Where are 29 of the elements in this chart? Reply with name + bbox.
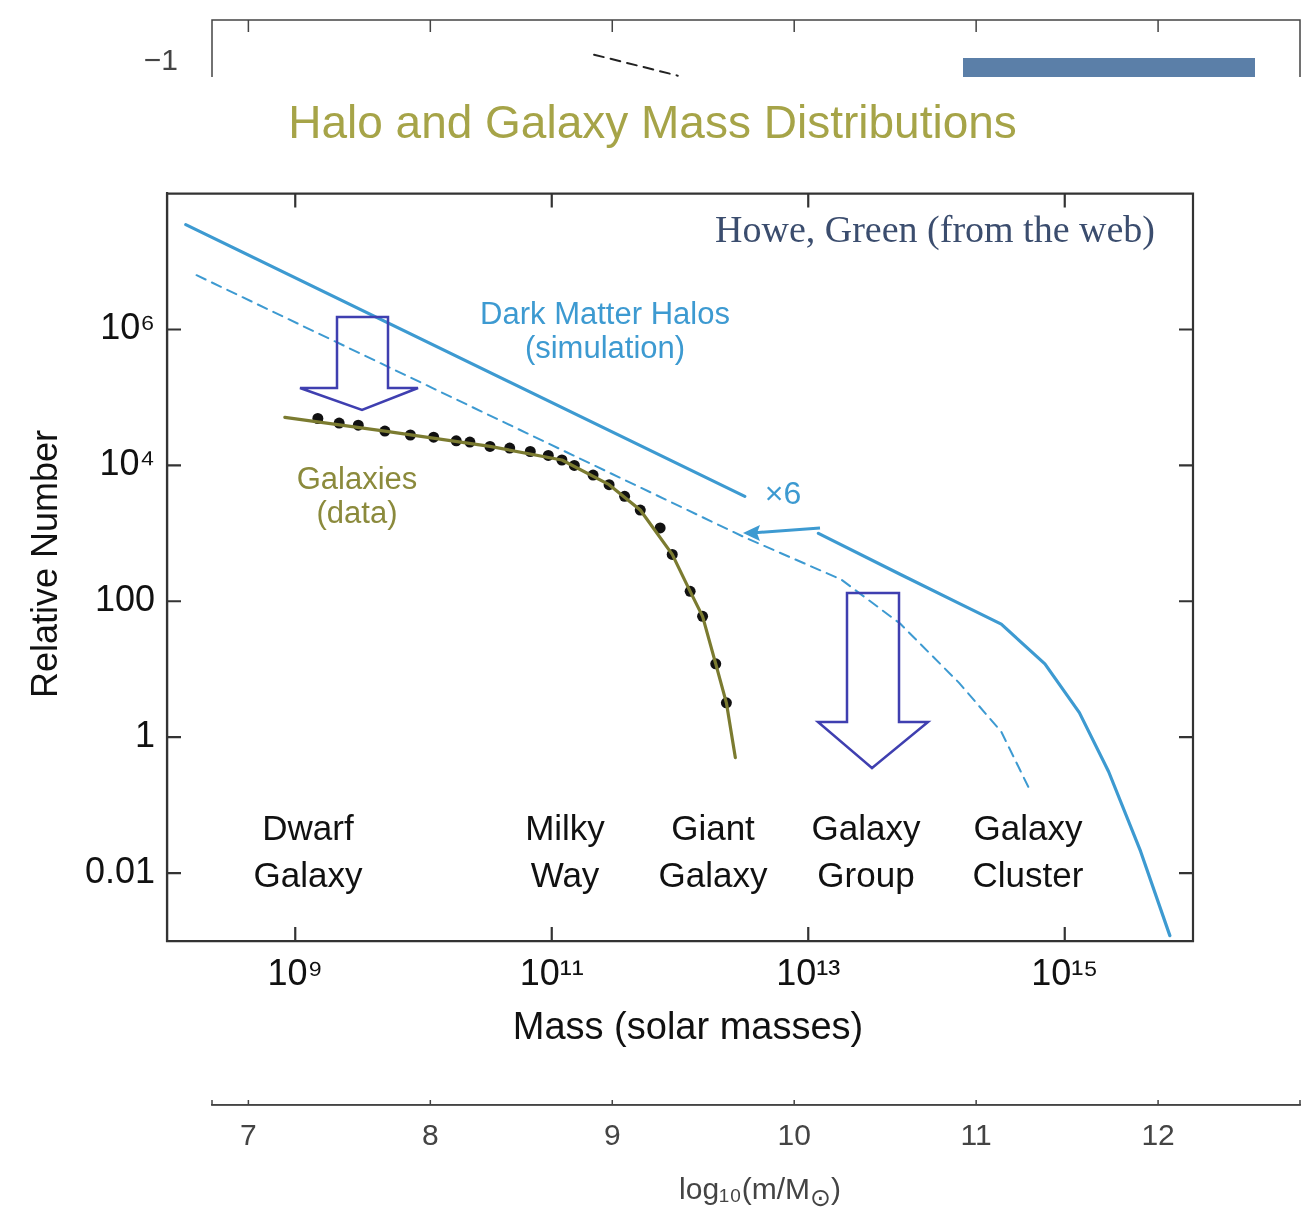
y-tick-label: 0.01 — [84, 849, 155, 891]
text: −1 — [143, 43, 178, 77]
annotation: Galaxies (data) — [296, 460, 418, 530]
x-tick-label: 10 — [777, 1118, 811, 1152]
x-tick-label: 10¹³ — [776, 951, 841, 993]
y-tick-label: 10⁴ — [99, 442, 155, 484]
x-tick-label: 9 — [603, 1118, 621, 1152]
x-axis-title: Mass (solar masses) — [511, 1005, 865, 1048]
x-tick-label: 12 — [1141, 1118, 1175, 1152]
x-tick-label: 8 — [421, 1118, 439, 1152]
annotation: Dark Matter Halos (simulation) — [480, 295, 730, 365]
annotation: Howe, Green (from the web) — [715, 207, 1155, 251]
x-tick-label: 10¹⁵ — [1031, 951, 1099, 993]
annotation: Dwarf Galaxy — [253, 807, 363, 894]
x-tick-label: 11 — [960, 1118, 992, 1152]
annotation: Galaxy Cluster — [972, 807, 1084, 894]
annotation: Galaxy Group — [811, 807, 921, 894]
x-tick-label: 7 — [240, 1118, 257, 1152]
x-tick-label: 10⁹ — [267, 951, 323, 993]
y-tick-label: 10⁶ — [100, 306, 155, 348]
y-tick-label: 100 — [94, 578, 155, 620]
annotation: Milky Way — [525, 807, 606, 894]
y-axis-title: Relative Number — [24, 428, 66, 701]
y-tick-label: 1 — [134, 714, 155, 756]
annotation: ×6 — [764, 474, 802, 511]
x-axis-title: log₁₀(m/M$_{⊙}$) — [678, 1172, 842, 1212]
annotation: Giant Galaxy — [658, 807, 768, 894]
chart-title: Halo and Galaxy Mass Distributions — [287, 95, 1018, 149]
x-tick-label: 10¹¹ — [519, 951, 584, 993]
